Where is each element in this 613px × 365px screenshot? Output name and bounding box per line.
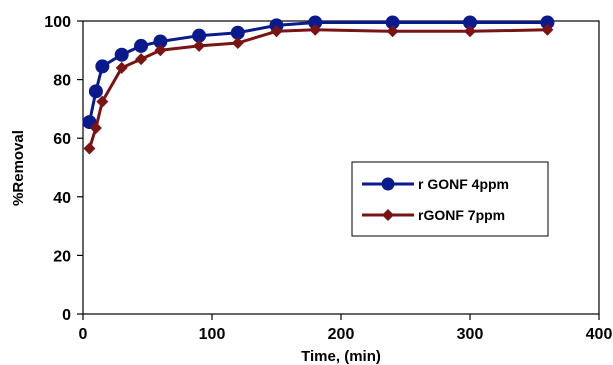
data-point — [193, 39, 206, 52]
x-tick-label: 100 — [199, 326, 226, 343]
y-tick-label: 40 — [53, 190, 71, 207]
data-point — [231, 36, 244, 49]
legend-marker-series-1 — [381, 177, 395, 191]
data-point — [309, 23, 322, 36]
data-point — [95, 59, 110, 74]
data-point — [83, 142, 96, 155]
data-point — [114, 47, 129, 62]
data-point — [308, 15, 323, 30]
data-point — [115, 61, 128, 74]
y-tick-label: 20 — [53, 248, 71, 265]
series-2 — [83, 23, 554, 155]
x-tick-label: 200 — [328, 326, 355, 343]
data-point — [134, 38, 149, 53]
x-tick-label: 400 — [586, 326, 613, 343]
data-point — [154, 44, 167, 57]
data-point — [88, 84, 103, 99]
data-point — [541, 23, 554, 36]
data-point — [464, 25, 476, 38]
legend-label-series-1: r GONF 4ppm — [418, 176, 509, 192]
y-tick-label: 0 — [62, 307, 71, 324]
axes: 0 20 40 60 80 100 0 100 200 300 400 — [44, 14, 612, 343]
data-point — [135, 53, 148, 66]
data-point — [89, 121, 102, 134]
x-tick-label: 0 — [79, 326, 88, 343]
data-point — [230, 25, 245, 40]
legend: r GONF 4ppm rGONF 7ppm — [351, 161, 549, 237]
legend-marker-series-2 — [382, 209, 394, 221]
data-point — [192, 28, 207, 43]
series-layer — [82, 15, 555, 155]
legend-label-series-2: rGONF 7ppm — [418, 207, 505, 223]
x-axis-title: Time, (min) — [301, 348, 381, 365]
data-point — [463, 15, 477, 30]
legend-box — [351, 161, 549, 237]
y-tick-label: 100 — [44, 14, 71, 31]
data-point — [153, 34, 168, 49]
data-point — [386, 25, 399, 38]
y-tick-label: 80 — [53, 73, 71, 90]
data-point — [96, 95, 109, 108]
data-point — [540, 15, 555, 30]
data-point — [385, 15, 400, 30]
data-point — [270, 25, 283, 38]
y-tick-label: 60 — [53, 131, 71, 148]
x-tick-label: 300 — [457, 326, 484, 343]
y-axis-title: %Removal — [10, 130, 27, 206]
